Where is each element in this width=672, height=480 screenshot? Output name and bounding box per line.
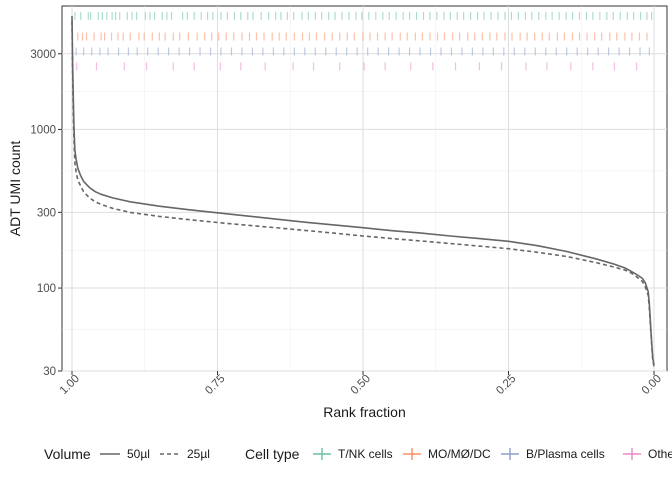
plot-panel (61, 5, 668, 372)
x-axis-title: Rank fraction (323, 404, 405, 420)
y-tick-label: 1000 (30, 124, 56, 136)
series-lines (71, 15, 655, 367)
y-axis-ticks: 30 100 300 1000 3000 (30, 49, 62, 378)
y-tick-label: 300 (37, 207, 56, 219)
legend-celltype-label: B/Plasma cells (526, 447, 605, 461)
y-tick-label: 100 (37, 283, 56, 295)
legend: Volume 50µl 25µl Cell type T/NK cells MO/MØ/D… (44, 446, 672, 462)
y-tick-label: 30 (43, 366, 56, 378)
cell-type-rug (74, 11, 653, 71)
series-line-0 (71, 15, 655, 365)
legend-celltype-label: Other (648, 447, 672, 461)
legend-volume-label: 50µl (127, 447, 150, 461)
legend-celltype-label: MO/MØ/DC (428, 447, 491, 461)
series-line-1 (71, 21, 655, 367)
legend-volume-title: Volume (44, 446, 91, 462)
y-tick-label: 3000 (30, 49, 56, 61)
legend-celltype-label: T/NK cells (338, 447, 393, 461)
legend-volume-label: 25µl (187, 447, 210, 461)
y-axis-title: ADT UMI count (7, 141, 23, 237)
legend-celltype-title: Cell type (245, 446, 300, 462)
